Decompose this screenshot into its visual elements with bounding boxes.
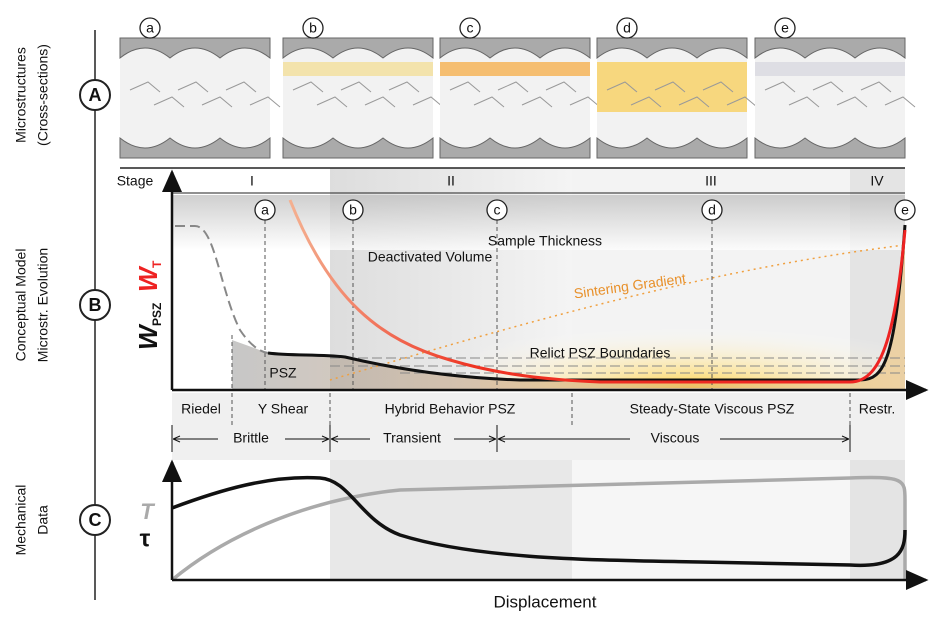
w-t-sub: T <box>150 260 164 268</box>
regime: Brittle <box>233 430 269 446</box>
panel-title: Mechanical <box>13 485 29 556</box>
tau-label: τ <box>140 525 151 552</box>
marker-letter: c <box>494 202 501 218</box>
zone: Hybrid Behavior PSZ <box>385 401 516 417</box>
regime: Viscous <box>651 430 700 446</box>
w-t: W <box>133 265 163 292</box>
annotation: Sample Thickness <box>488 233 602 249</box>
section-bg <box>755 38 905 156</box>
w-psz: W <box>133 323 163 350</box>
annotation: PSZ <box>269 365 297 381</box>
marker-letter: d <box>708 202 716 218</box>
figure: Microstructures (Cross-sections) Concept… <box>0 0 934 613</box>
stage: I <box>250 173 254 189</box>
t-label: T <box>140 499 155 524</box>
slip-zone <box>755 62 905 76</box>
panel-title: Data <box>35 505 51 535</box>
panel-title: Microstr. Evolution <box>35 248 51 362</box>
marker-letter: b <box>349 202 357 218</box>
regime: Transient <box>383 430 441 446</box>
x-axis-label: Displacement <box>494 592 597 611</box>
section-letter: a <box>146 20 154 36</box>
y-label: W PSZ W T <box>133 260 164 350</box>
panel-letter: A <box>89 85 102 105</box>
stage: IV <box>870 173 884 189</box>
zone: Steady-State Viscous PSZ <box>630 401 795 417</box>
slip-zone <box>283 62 433 76</box>
annotation: Deactivated Volume <box>368 249 493 265</box>
stage: II <box>447 173 455 189</box>
slip-zone <box>597 62 747 112</box>
panel-title: Microstructures <box>13 47 29 143</box>
panel-letter: C <box>89 510 102 530</box>
marker-letter: e <box>901 202 909 218</box>
panel-title: Conceptual Model <box>13 249 29 362</box>
section-bg <box>440 38 590 156</box>
zone: Restr. <box>859 401 896 417</box>
stage: III <box>705 173 717 189</box>
panel-title: (Cross-sections) <box>35 44 51 146</box>
stage-header: Stage <box>117 173 154 189</box>
w-psz-sub: PSZ <box>150 303 164 326</box>
slip-zone <box>440 62 590 76</box>
annotation: Relict PSZ Boundaries <box>530 345 671 361</box>
section-bg <box>283 38 433 156</box>
section-letter: b <box>309 20 317 36</box>
section-letter: c <box>467 20 474 36</box>
c-stage <box>330 460 572 580</box>
zone: Riedel <box>181 401 221 417</box>
marker-letter: a <box>261 202 269 218</box>
section-letter: d <box>623 20 631 36</box>
microstructures: a b c d e <box>120 18 915 158</box>
zone: Y Shear <box>258 401 309 417</box>
section-bg <box>120 38 270 156</box>
section-letter: e <box>781 20 789 36</box>
panel-letter: B <box>89 295 102 315</box>
